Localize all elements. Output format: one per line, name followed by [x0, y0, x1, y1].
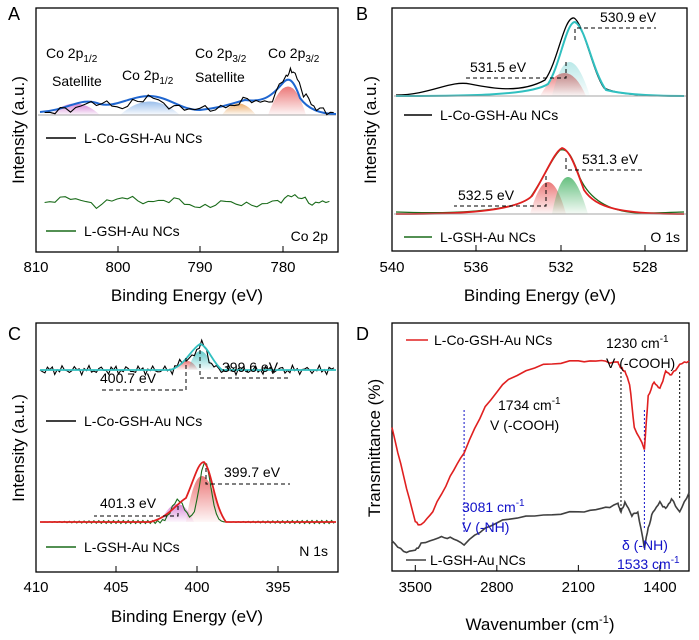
- panel-d: D Transmittance (%) Wavenumber (cm-1) 35…: [356, 322, 690, 634]
- peak-b-531-5: [552, 62, 590, 96]
- fit-envelope-c-upper: [40, 343, 336, 371]
- x-tick-label-a-0: 810: [23, 259, 48, 276]
- marker-label-1230: 1230 cm-1: [606, 334, 669, 351]
- panel-b: B Intensity (a.u.) Binding Energy (eV) 5…: [356, 4, 688, 305]
- x-tick-label-d-0: 3500: [399, 579, 432, 596]
- peak-label-b-531-5: 531.5 eV: [470, 59, 527, 75]
- series-line-c-l-gsh-au: [39, 462, 335, 525]
- x-tick-label-c-0: 410: [23, 579, 48, 596]
- peak-a-co2p32-satellite: [222, 103, 256, 115]
- legend-label-d-l-co-gsh-au: L-Co-GSH-Au NCs: [434, 332, 552, 348]
- plot-frame-d: [391, 322, 690, 572]
- x-tick-label-d-3: 1400: [643, 579, 676, 596]
- x-tick-label-a-3: 780: [270, 259, 295, 276]
- region-label-a: Co 2p: [291, 228, 329, 244]
- x-tick-label-b-0: 540: [379, 259, 404, 276]
- callout-b-532-5: [454, 176, 547, 207]
- marker-label-1533: 1533 cm-1: [617, 555, 680, 572]
- callout-c-399-7: [205, 468, 290, 485]
- plot-frame-b: [391, 7, 688, 252]
- marker-assign-1533: δ (-NH): [622, 537, 668, 553]
- callout-b-531-5: [466, 62, 567, 79]
- x-ticks-c: 410 405 400 395: [23, 566, 291, 596]
- x-tick-label-c-3: 395: [265, 579, 290, 596]
- y-axis-title-b: Intensity (a.u.): [361, 76, 380, 184]
- panel-letter-b: B: [356, 4, 368, 24]
- legend-label-a-l-gsh-au: L-GSH-Au NCs: [84, 223, 180, 239]
- label-co2p12: Co 2p1/2: [122, 67, 174, 87]
- x-tick-label-c-2: 400: [184, 579, 209, 596]
- x-tick-label-a-1: 800: [105, 259, 130, 276]
- x-tick-label-c-1: 405: [103, 579, 128, 596]
- marker-assign-3081: V (-NH): [462, 519, 509, 535]
- fit-envelope-b-upper: [395, 20, 685, 97]
- panel-letter-c: C: [8, 324, 21, 344]
- peak-label-b-532-5: 532.5 eV: [458, 187, 515, 203]
- legend-label-d-l-gsh-au: L-GSH-Au NCs: [430, 552, 526, 568]
- plot-frame-a: [35, 7, 339, 253]
- peak-label-c-399-6: 399.6 eV: [222, 359, 279, 375]
- legend-label-c-l-co-gsh-au: L-Co-GSH-Au NCs: [84, 413, 202, 429]
- fit-envelope-b-lower: [395, 147, 685, 215]
- label-co2p12-satellite-line2: Satellite: [52, 73, 102, 89]
- callout-c-400-7: [100, 358, 187, 391]
- label-co2p32-satellite-line2: Satellite: [195, 69, 245, 85]
- peak-label-b-530-9: 530.9 eV: [600, 9, 657, 25]
- x-tick-label-b-1: 536: [463, 259, 488, 276]
- x-tick-label-d-2: 2100: [562, 579, 595, 596]
- callout-b-530-9: [574, 27, 656, 40]
- label-co2p12-satellite: Co 2p1/2: [46, 45, 98, 65]
- x-tick-label-a-2: 790: [187, 259, 212, 276]
- x-ticks-a: 810 800 790 780: [23, 246, 296, 276]
- legend-label-a-l-co-gsh-au: L-Co-GSH-Au NCs: [84, 130, 202, 146]
- marker-label-3081: 3081 cm-1: [462, 498, 525, 515]
- legend-label-c-l-gsh-au: L-GSH-Au NCs: [84, 539, 180, 555]
- x-ticks-b: 540 536 532 528: [379, 245, 658, 276]
- peak-label-c-399-7: 399.7 eV: [224, 464, 281, 480]
- panel-c: C Intensity (a.u.) Binding Energy (eV) 4…: [8, 322, 339, 626]
- series-line-b-l-co-gsh-au: [395, 17, 685, 97]
- panel-letter-d: D: [356, 324, 369, 344]
- label-co2p32: Co 2p3/2: [268, 45, 320, 65]
- label-co2p32-satellite: Co 2p3/2: [195, 45, 247, 65]
- peak-a-co2p32: [268, 86, 306, 115]
- callout-c-401-3: [94, 506, 179, 517]
- series-line-a-l-co-gsh-au: [44, 66, 334, 116]
- region-label-b: O 1s: [650, 229, 680, 245]
- y-axis-title-a: Intensity (a.u.): [9, 76, 28, 184]
- peak-label-c-401-3: 401.3 eV: [100, 495, 157, 511]
- peak-b-531-3: [552, 177, 588, 214]
- x-tick-label-b-3: 528: [632, 259, 657, 276]
- x-axis-title-a: Binding Energy (eV): [111, 286, 263, 305]
- x-tick-label-d-1: 2800: [480, 579, 513, 596]
- legend-label-b-l-co-gsh-au: L-Co-GSH-Au NCs: [440, 107, 558, 123]
- x-axis-title-d: Wavenumber (cm-1): [466, 614, 615, 634]
- peak-a-co2p12-satellite: [50, 103, 100, 115]
- series-line-c-l-co-gsh-au: [39, 338, 335, 377]
- series-line-d-l-co-gsh-au: [391, 359, 690, 526]
- marker-assign-1734: V (-COOH): [490, 417, 559, 433]
- peak-label-c-400-7: 400.7 eV: [100, 370, 157, 386]
- y-axis-title-c: Intensity (a.u.): [9, 394, 28, 502]
- marker-assign-1230: V (-COOH): [606, 355, 675, 371]
- y-axis-title-d: Transmittance (%): [365, 379, 384, 517]
- panel-a: A Intensity (a.u.) Binding Energy (eV) 8…: [8, 4, 339, 305]
- callout-c-399-6: [199, 350, 290, 379]
- x-axis-title-b: Binding Energy (eV): [464, 286, 616, 305]
- x-tick-label-b-2: 532: [548, 259, 573, 276]
- x-ticks-d: 3500 2800 2100 1400: [399, 565, 677, 596]
- marker-label-1734: 1734 cm-1: [498, 396, 561, 413]
- peak-c-401-3: [160, 504, 194, 522]
- series-line-d-l-gsh-au: [391, 492, 690, 554]
- peak-label-b-531-3: 531.3 eV: [582, 151, 639, 167]
- x-axis-title-c: Binding Energy (eV): [111, 607, 263, 626]
- series-line-a-l-gsh-au: [44, 194, 330, 210]
- region-label-c: N 1s: [299, 543, 328, 559]
- panel-letter-a: A: [8, 4, 20, 24]
- legend-label-b-l-gsh-au: L-GSH-Au NCs: [440, 229, 536, 245]
- callout-b-531-3: [565, 158, 645, 171]
- fit-envelope-c-lower: [40, 461, 336, 523]
- plot-frame-c: [35, 322, 339, 573]
